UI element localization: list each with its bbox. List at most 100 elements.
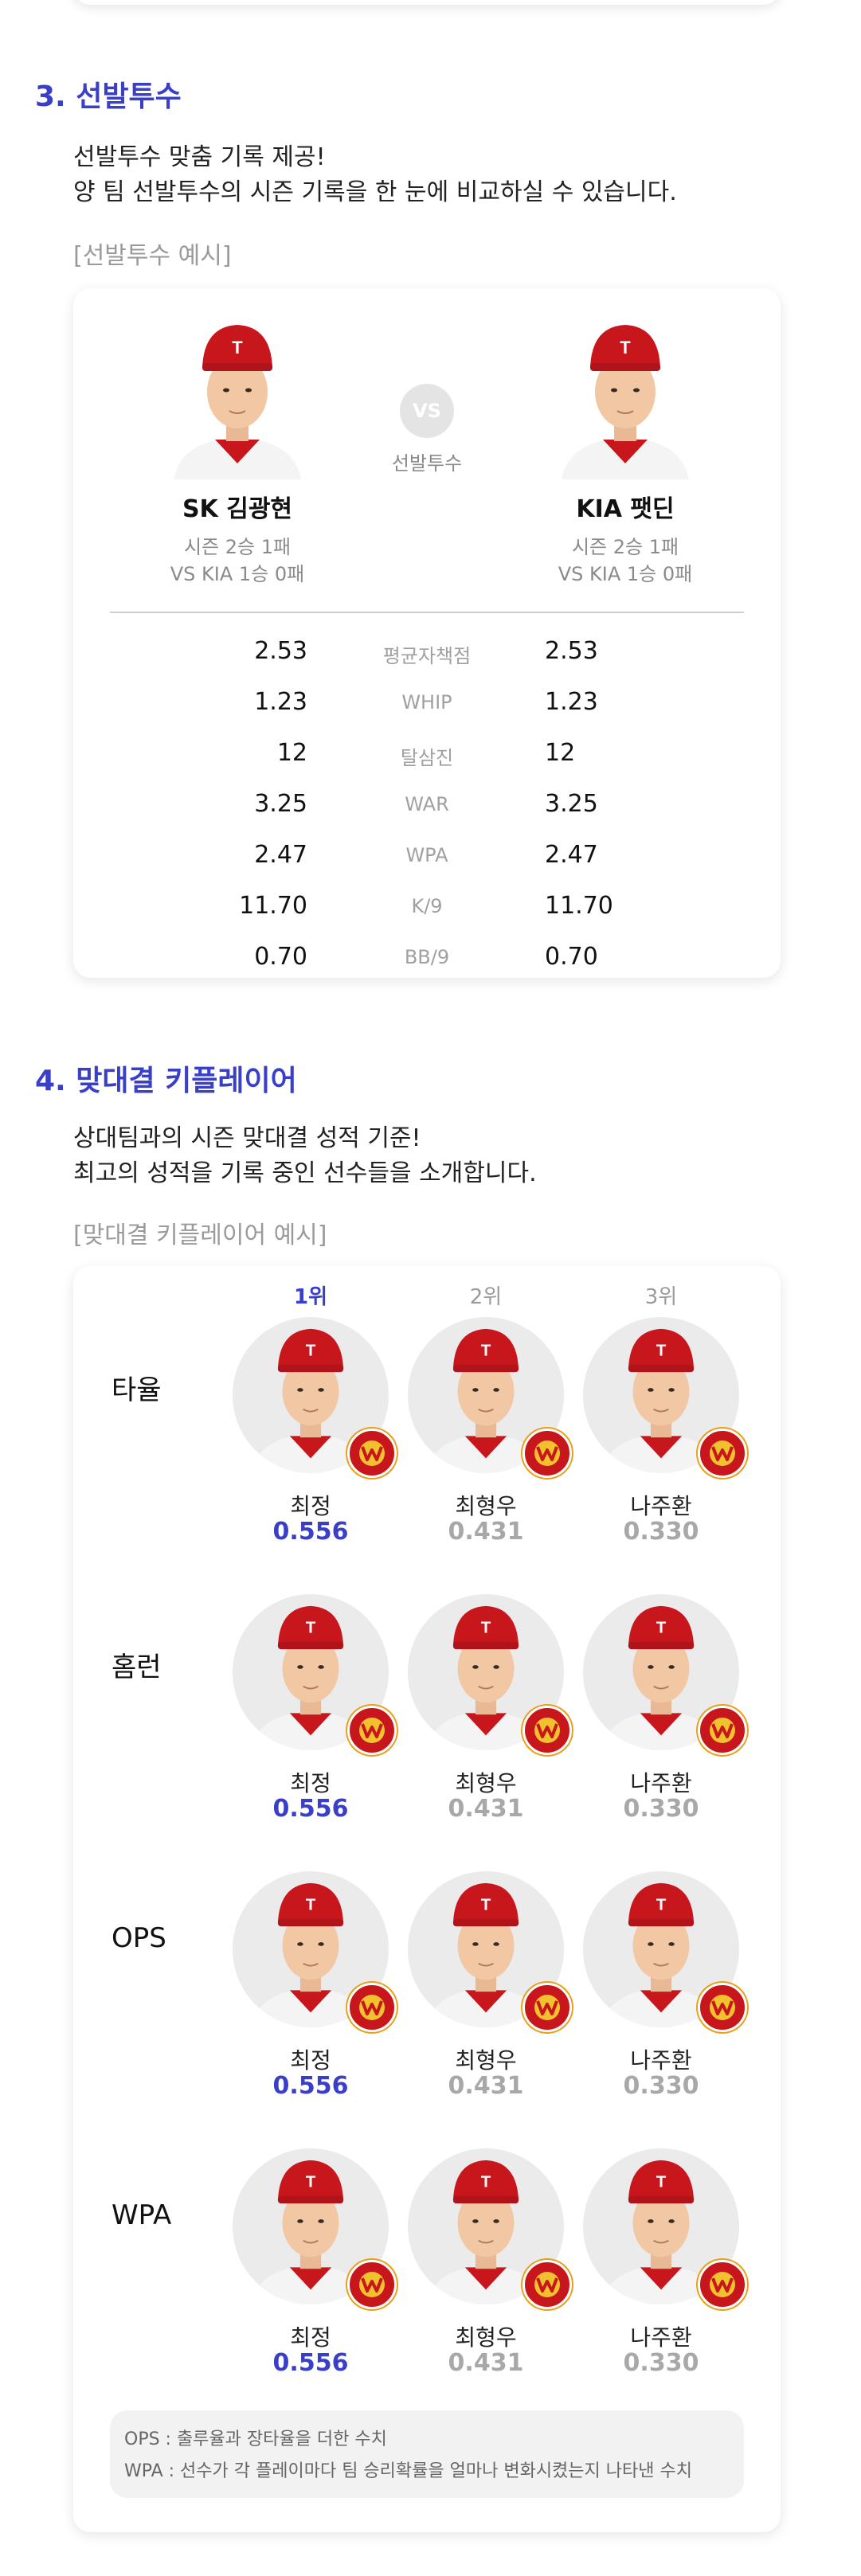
player-stat-value: 0.431 bbox=[448, 1518, 524, 1546]
svg-text:T: T bbox=[481, 1619, 491, 1637]
section-desc-line: 양 팀 선발투수의 시즌 기록을 한 눈에 비교하실 수 있습니다. bbox=[73, 178, 677, 206]
player-photo-icon: T bbox=[583, 1871, 739, 2027]
player-stat-value: 0.556 bbox=[272, 2349, 349, 2377]
stat-label: WHIP bbox=[401, 691, 452, 713]
category-label: 타율 bbox=[112, 1374, 162, 1406]
glossary-wpa: WPA : 선수가 각 플레이마다 팀 승리확률을 얼마나 변화시켰는지 나타낸… bbox=[124, 2461, 692, 2481]
right-stat-value: 3.25 bbox=[545, 790, 598, 818]
player-name: 나주환 bbox=[630, 1770, 692, 1796]
player-photo-icon: T bbox=[233, 1594, 389, 1750]
glossary-box: OPS : 출루율과 장타율을 더한 수치 WPA : 선수가 각 플레이마다 … bbox=[110, 2410, 744, 2498]
player-name: 최형우 bbox=[455, 2047, 517, 2074]
player-stat-value: 0.330 bbox=[623, 2072, 699, 2100]
example-label: [선발투수 예시] bbox=[73, 242, 232, 270]
left-pitcher-name: SK 김광현 bbox=[182, 495, 293, 523]
player-photo-icon: T bbox=[233, 1317, 389, 1473]
right-pitcher-name: KIA 팻딘 bbox=[576, 495, 675, 523]
player-name: 최형우 bbox=[455, 2324, 517, 2351]
stat-label: 탈삼진 bbox=[400, 747, 454, 769]
player-name: 최형우 bbox=[455, 1493, 517, 1519]
left-stat-value: 0.70 bbox=[254, 943, 307, 971]
team-logo-badge-icon bbox=[522, 1706, 572, 1755]
svg-text:T: T bbox=[656, 1619, 667, 1637]
team-logo-badge-icon bbox=[522, 1983, 572, 2032]
category-label: 홈런 bbox=[112, 1652, 162, 1683]
player-name: 최정 bbox=[290, 1770, 331, 1796]
stat-label: WPA bbox=[405, 844, 448, 866]
stat-label: K/9 bbox=[411, 895, 443, 917]
rank-1-label: 1위 bbox=[293, 1285, 327, 1309]
svg-text:T: T bbox=[481, 1896, 491, 1914]
right-stat-value: 11.70 bbox=[545, 892, 613, 920]
team-logo-badge-icon bbox=[347, 1983, 397, 2032]
left-stat-value: 1.23 bbox=[254, 688, 307, 716]
player-stat-value: 0.330 bbox=[623, 1795, 699, 1823]
team-logo-badge-icon bbox=[698, 1429, 747, 1478]
player-photo-icon: T bbox=[163, 312, 311, 479]
category-label: OPS bbox=[112, 1922, 166, 1954]
player-stat-value: 0.556 bbox=[272, 1795, 349, 1823]
right-stat-value: 1.23 bbox=[545, 688, 598, 716]
glossary-ops: OPS : 출루율과 장타율을 더한 수치 bbox=[124, 2429, 387, 2449]
vs-caption: 선발투수 bbox=[391, 452, 463, 475]
section-title-key-player: 4. 맞대결 키플레이어 bbox=[35, 1065, 297, 1097]
player-stat-value: 0.431 bbox=[448, 2072, 524, 2100]
right-stat-value: 12 bbox=[545, 739, 576, 767]
svg-text:T: T bbox=[481, 1342, 491, 1360]
team-logo-badge-icon bbox=[347, 1429, 397, 1478]
svg-text:T: T bbox=[620, 338, 631, 358]
svg-text:T: T bbox=[656, 1342, 667, 1360]
left-stat-value: 2.47 bbox=[254, 841, 307, 869]
left-pitcher-season: 시즌 2승 1패 bbox=[183, 536, 292, 558]
svg-text:T: T bbox=[306, 1342, 316, 1360]
team-logo-badge-icon bbox=[522, 1429, 572, 1478]
team-logo-badge-icon bbox=[698, 2260, 747, 2309]
example-label: [맞대결 키플레이어 예시] bbox=[73, 1222, 327, 1249]
right-stat-value: 2.47 bbox=[545, 841, 598, 869]
key-player-card: 1위 2위 3위 타율 T 최정 0.556 bbox=[73, 1266, 781, 2532]
svg-text:T: T bbox=[306, 1619, 316, 1637]
player-stat-value: 0.330 bbox=[623, 1518, 699, 1546]
player-name: 나주환 bbox=[630, 2047, 692, 2074]
starting-pitcher-card: T T VS 선발투수 SK 김광현 시즌 2승 1패 VS KIA 1승 0패… bbox=[73, 288, 781, 978]
right-stat-value: 0.70 bbox=[545, 943, 598, 971]
player-name: 나주환 bbox=[630, 1493, 692, 1519]
rank-2-label: 2위 bbox=[469, 1285, 503, 1309]
player-name: 나주환 bbox=[630, 2324, 692, 2351]
player-photo-icon: T bbox=[233, 2148, 389, 2304]
team-logo-badge-icon bbox=[347, 1706, 397, 1755]
right-pitcher-season: 시즌 2승 1패 bbox=[571, 536, 679, 558]
team-logo-badge-icon bbox=[347, 2260, 397, 2309]
left-stat-value: 12 bbox=[276, 739, 307, 767]
svg-text:T: T bbox=[306, 1896, 316, 1914]
player-photo-icon: T bbox=[408, 2148, 564, 2304]
section-desc-line: 상대팀과의 시즌 맞대결 성적 기준! bbox=[73, 1124, 421, 1152]
team-logo-badge-icon bbox=[522, 2260, 572, 2309]
divider bbox=[110, 612, 744, 613]
left-stat-value: 3.25 bbox=[254, 790, 307, 818]
player-name: 최정 bbox=[290, 2047, 331, 2074]
left-stat-value: 2.53 bbox=[254, 637, 307, 665]
svg-text:T: T bbox=[481, 2173, 491, 2191]
svg-text:T: T bbox=[306, 2173, 316, 2191]
previous-section-card bbox=[73, 0, 781, 5]
stat-label: WAR bbox=[405, 793, 449, 815]
player-photo-icon: T bbox=[551, 312, 699, 479]
player-stat-value: 0.556 bbox=[272, 1518, 349, 1546]
svg-text:T: T bbox=[656, 1896, 667, 1914]
player-name: 최정 bbox=[290, 1493, 331, 1519]
category-label: WPA bbox=[112, 2199, 172, 2231]
svg-text:T: T bbox=[232, 338, 243, 358]
player-stat-value: 0.431 bbox=[448, 1795, 524, 1823]
left-pitcher-vs-record: VS KIA 1승 0패 bbox=[170, 563, 305, 585]
player-stat-value: 0.330 bbox=[623, 2349, 699, 2377]
team-logo-badge-icon bbox=[698, 1983, 747, 2032]
svg-text:T: T bbox=[656, 2173, 667, 2191]
section-desc-line: 선발투수 맞춤 기록 제공! bbox=[73, 143, 326, 171]
player-name: 최형우 bbox=[455, 1770, 517, 1796]
team-logo-badge-icon bbox=[698, 1706, 747, 1755]
right-stat-value: 2.53 bbox=[545, 637, 598, 665]
rank-3-label: 3위 bbox=[644, 1285, 678, 1309]
right-pitcher-vs-record: VS KIA 1승 0패 bbox=[558, 563, 693, 585]
vs-badge: VS bbox=[400, 384, 454, 438]
